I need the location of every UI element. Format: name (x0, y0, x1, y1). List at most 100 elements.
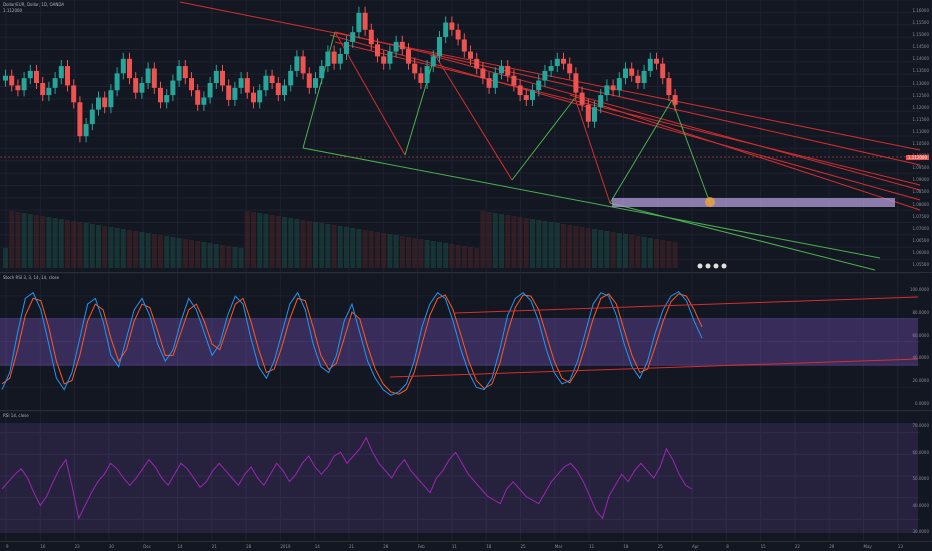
volume-bar (666, 241, 672, 268)
time-axis[interactable]: 9 16 23 30 Dec 14 21 28 2019 14 21 28 Feb 11 18 25 Mar 11… (0, 541, 932, 551)
volume-bar (201, 242, 207, 268)
rsi-axis-tick: 50.0000 (912, 476, 929, 481)
time-axis-tick: 22 (794, 544, 800, 549)
candle-body (83, 124, 89, 137)
time-axis-tick: 21 (211, 544, 217, 549)
candle-body (654, 58, 659, 64)
volume-bar (83, 223, 89, 268)
candle-body (530, 90, 535, 100)
current-price-tag: 1.112000 (905, 155, 929, 160)
stoch-rsi-chart[interactable] (0, 273, 932, 410)
candle-body (443, 22, 449, 38)
time-axis-tick: 25 (657, 544, 663, 549)
candle-body (294, 56, 300, 71)
stoch-d-line (1, 293, 703, 395)
support-zone (612, 198, 895, 207)
candle-body (647, 58, 653, 71)
candle-body (176, 66, 182, 81)
volume-bar (220, 245, 225, 268)
candle-body (139, 82, 145, 93)
candle-body (548, 66, 554, 71)
rsi-pane[interactable]: RSI 14, close 70.0000 60.0000 50.0000 40.00… (0, 411, 932, 541)
stoch-rsi-pane[interactable]: Stoch RSI 3, 3, 14, 14, close 100.0000 80… (0, 273, 932, 410)
volume-bar (406, 237, 411, 268)
rsi-chart[interactable] (0, 411, 932, 541)
candle-body (399, 41, 405, 50)
candle-body (34, 70, 39, 83)
volume-bar (306, 221, 312, 268)
price-axis-tick: 1.06000 (912, 249, 929, 255)
candle-body (21, 78, 27, 91)
resistance-trendline (179, 1, 921, 151)
volume-bar (114, 228, 120, 268)
volume-bar (362, 230, 368, 268)
candle-body (616, 78, 622, 91)
rsi-label: RSI 14, close (3, 413, 29, 418)
time-axis-tick: 11 (451, 544, 457, 549)
zigzag-wave-line (574, 97, 611, 204)
time-axis-tick: 2019 (280, 544, 291, 549)
support-trendline (609, 202, 876, 271)
volume-bar (71, 221, 77, 268)
volume-bar (492, 213, 498, 268)
volume-bar (182, 239, 188, 268)
volume-bar (251, 212, 256, 268)
volume-bar (443, 243, 449, 268)
candle-body (108, 90, 114, 108)
price-axis-tick: 1.15000 (912, 32, 929, 38)
price-pane[interactable]: Dollar/EUR, Dollar, 1D, OANDA 1.112000 1… (0, 0, 932, 272)
volume-bar (21, 213, 27, 268)
stoch-axis-tick: 0.0000 (915, 401, 929, 406)
volume-bar (629, 235, 635, 268)
candle-body (58, 66, 64, 79)
volume-bar (170, 237, 176, 268)
rsi-band (0, 423, 918, 533)
rsi-axis-tick: 60.0000 (912, 449, 929, 455)
time-axis-tick: 13 (897, 544, 903, 549)
price-axis-tick: 1.07500 (912, 213, 929, 219)
volume-bar (108, 227, 114, 268)
price-chart[interactable] (0, 0, 932, 272)
price-axis-tick: 1.13500 (912, 68, 929, 74)
volume-bar (610, 232, 616, 268)
volume-bar (437, 242, 442, 268)
candle-body (158, 87, 163, 103)
volume-bar (561, 224, 566, 268)
candle-body (189, 78, 194, 91)
candle-body (598, 95, 604, 108)
candle-body (350, 32, 356, 42)
candle-body (213, 70, 219, 83)
volume-bar (548, 222, 554, 268)
price-axis-tick: 1.16000 (912, 8, 929, 13)
volume-bar (207, 243, 213, 268)
volume-bar (133, 231, 139, 268)
volume-bar (654, 239, 659, 268)
price-axis-tick: 1.11000 (912, 128, 929, 134)
volume-bar (468, 247, 473, 268)
candle-body (554, 58, 560, 67)
resistance-trendline (569, 94, 921, 211)
time-axis-tick: May (863, 544, 872, 549)
candle-body (610, 85, 616, 91)
volume-bar (641, 237, 647, 268)
candle-body (660, 63, 666, 79)
candle-body (412, 63, 418, 74)
candle-body (251, 92, 256, 103)
stoch-k-line (1, 290, 703, 396)
rsi-line (1, 436, 693, 520)
support-trendline (302, 147, 881, 259)
price-axis-tick: 1.13000 (912, 80, 929, 86)
stoch-rsi-label: Stoch RSI 3, 3, 14, 14, close (3, 275, 60, 280)
candle-body (393, 41, 399, 52)
time-axis-tick: 11 (589, 544, 595, 549)
candle-body (52, 78, 58, 88)
price-axis-tick: 1.09000 (912, 177, 929, 183)
volume-bar (176, 238, 182, 268)
time-axis-tick: 15 (760, 544, 766, 549)
volume-bar (257, 213, 263, 268)
volume-bar (195, 241, 201, 268)
price-axis-tick: 1.08500 (912, 189, 929, 195)
volume-bar (585, 228, 591, 268)
volume-bar (158, 235, 163, 268)
candle-body (46, 87, 52, 96)
